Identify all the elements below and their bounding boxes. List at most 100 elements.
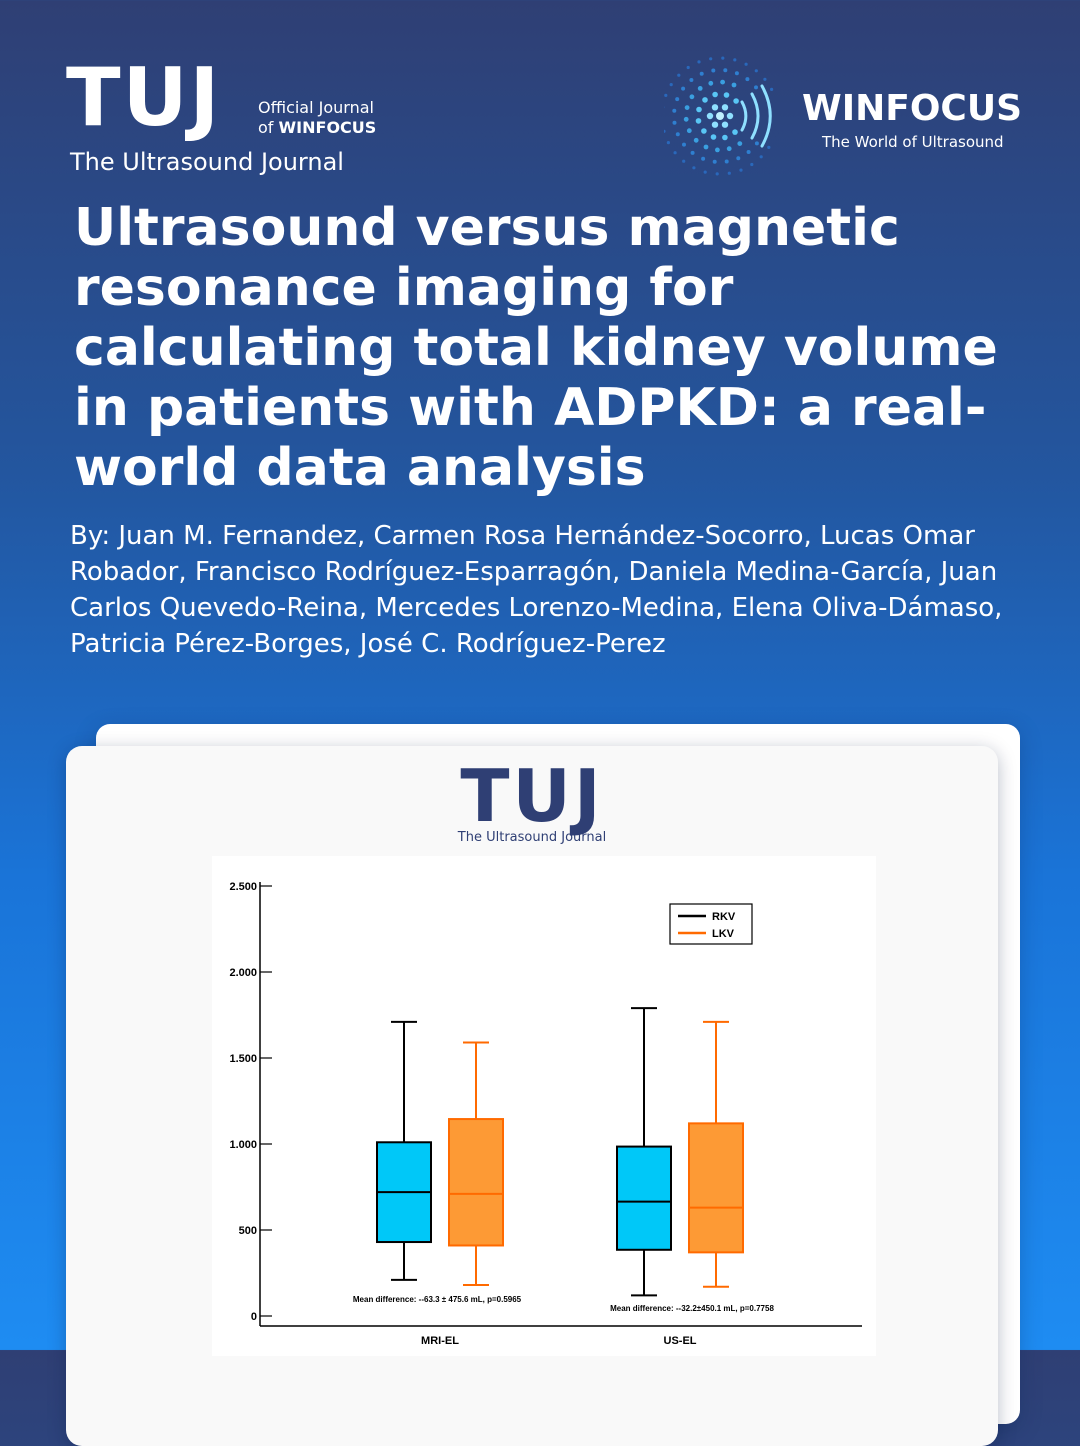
logo-dot [745, 63, 748, 66]
journal-name: The Ultrasound Journal [70, 148, 344, 176]
logo-dot [720, 80, 725, 85]
logo-dot [709, 57, 712, 60]
logo-dot [692, 166, 695, 169]
mean-difference-annotation: Mean difference: --32.2±450.1 mL, p=0.77… [610, 1304, 774, 1313]
logo-dot [707, 113, 713, 119]
logo-dot [670, 83, 673, 86]
y-tick-label: 0 [251, 1311, 257, 1323]
logo-dot [737, 141, 742, 146]
logo-dot [704, 171, 707, 174]
logo-dot [755, 141, 759, 145]
logo-dot [722, 135, 728, 141]
logo-dot [712, 122, 718, 128]
logo-dot [715, 148, 720, 153]
logo-dot [732, 129, 738, 135]
logo-dot [736, 156, 740, 160]
logo-dot [694, 138, 699, 143]
logo-dot [681, 87, 685, 91]
winfocus-name: WINFOCUS [802, 88, 1022, 129]
logo-dot [691, 151, 695, 155]
logo-dot [722, 104, 728, 110]
box-iqr-lkv [689, 1123, 743, 1252]
logo-dot [698, 86, 703, 91]
logo-dot [690, 94, 695, 99]
x-tick-label: US-EL [664, 1335, 697, 1347]
official-line-1: Official Journal [258, 98, 376, 118]
logo-dot [724, 92, 730, 98]
logo-dot [677, 74, 680, 77]
winfocus-logo-icon [664, 52, 792, 180]
logo-dot [674, 151, 677, 154]
logo-dot [689, 78, 693, 82]
logo-dot [701, 157, 705, 161]
sound-wave-arc [752, 94, 758, 138]
logo-dot [664, 94, 667, 97]
logo-dot [672, 109, 676, 113]
logo-dot [682, 143, 686, 147]
box-iqr-lkv [449, 1119, 503, 1245]
logo-dot [755, 69, 758, 72]
logo-dot [687, 128, 692, 133]
legend-label-lkv: LKV [712, 928, 735, 940]
logo-dot [728, 172, 731, 175]
tuj-logo: TUJ [66, 58, 221, 138]
logo-dot [727, 113, 733, 119]
y-tick-label: 2.500 [229, 881, 257, 893]
legend: RKV LKV [670, 904, 752, 944]
logo-dot [723, 68, 727, 72]
logo-dot [750, 163, 753, 166]
logo-dot [735, 71, 739, 75]
article-title: Ultrasound versus magnetic resonance ima… [74, 198, 1014, 498]
logo-dot [767, 146, 770, 149]
logo-dot [708, 81, 713, 86]
y-tick-label: 1.500 [229, 1053, 257, 1065]
logo-dot [704, 145, 709, 150]
logo-dot [733, 58, 736, 61]
logo-dot [763, 78, 766, 81]
logo-dot [747, 150, 751, 154]
legend-box [670, 904, 752, 944]
winfocus-tagline: The World of Ultrasound [822, 133, 1004, 151]
logo-dot [713, 160, 717, 164]
logo-dot [700, 72, 704, 76]
logo-dot [675, 97, 679, 101]
logo-dot [722, 122, 728, 128]
article-authors: By: Juan M. Fernandez, Carmen Rosa Herná… [70, 518, 1030, 662]
logo-dot [716, 112, 724, 120]
sound-wave-arc [762, 86, 770, 146]
y-tick-label: 500 [239, 1225, 257, 1237]
card-tuj-logo: TUJ [66, 760, 998, 832]
logo-dot [716, 172, 719, 175]
logo-dot [667, 141, 670, 144]
logo-dot [712, 104, 718, 110]
x-tick-label: MRI-EL [421, 1335, 459, 1347]
official-line-2: of WINFOCUS [258, 118, 376, 138]
logo-dot [732, 83, 737, 88]
logo-dot [721, 57, 724, 60]
logo-dot [739, 169, 742, 172]
legend-label-rkv: RKV [712, 911, 736, 923]
logo-dot [725, 160, 729, 164]
logo-dot [664, 130, 666, 133]
logo-dot [760, 155, 763, 158]
logo-dot [745, 77, 749, 81]
logo-dot [712, 92, 718, 98]
official-journal-label: Official Journal of WINFOCUS [258, 98, 376, 138]
mean-difference-annotation: Mean difference: --63.3 ± 475.6 mL, p=0.… [353, 1295, 522, 1304]
logo-dot [711, 69, 715, 73]
logo-dot [701, 128, 707, 134]
box-iqr-rkv [617, 1147, 671, 1250]
logo-dot [696, 118, 702, 124]
logo-dot [702, 97, 708, 103]
logo-dot [697, 60, 700, 63]
card-journal-subtitle: The Ultrasound Journal [66, 830, 998, 845]
logo-dot [687, 66, 690, 69]
logo-dot [676, 132, 680, 136]
sound-wave-arc [742, 102, 746, 130]
logo-dot [770, 88, 773, 91]
logo-dot [727, 146, 732, 151]
y-tick-label: 2.000 [229, 967, 257, 979]
